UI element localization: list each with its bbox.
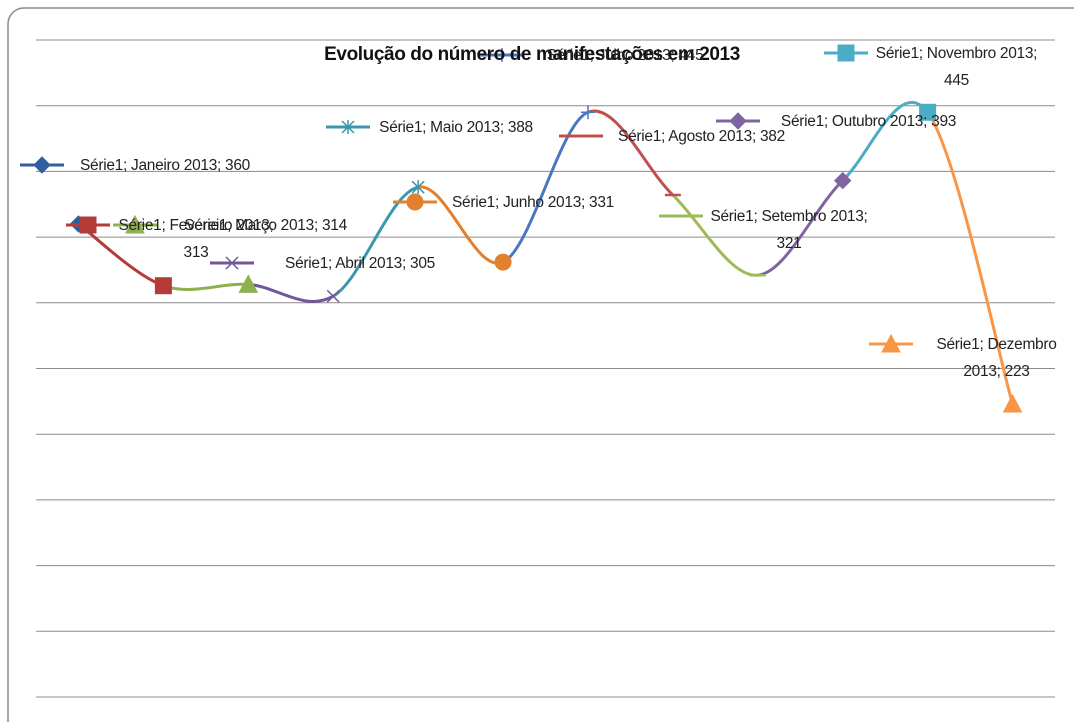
legend-key-marker (406, 193, 424, 211)
line-segment (162, 282, 249, 292)
data-label: Série1; Outubro 2013; 393 (780, 113, 957, 130)
line-segment (248, 282, 334, 303)
legend-key-marker (125, 214, 145, 234)
data-point (411, 180, 425, 195)
data-label: Série1; Dezembro 2013; 223 (936, 336, 1057, 380)
legend-key-marker (33, 156, 51, 174)
legend-key-marker (729, 112, 747, 130)
data-label: Série1; Abril 2013; 305 (285, 255, 435, 272)
data-label: Série1; Maio 2013; 388 (379, 119, 533, 136)
chart-title: Evolução do número de manifestações em 2… (324, 44, 740, 65)
data-point (154, 277, 172, 295)
data-label: Série1; Novembro 2013; 445 (875, 45, 1038, 89)
line-segment (587, 109, 674, 197)
data-label: Série1; Julho 2013; 445 (546, 47, 704, 64)
legend-key-marker (225, 256, 239, 270)
data-point (238, 274, 259, 293)
line-segment (502, 110, 589, 264)
data-label: Série1; Agosto 2013; 382 (618, 128, 785, 145)
data-label: Série1; Setembro 2013; 321 (710, 208, 868, 252)
line-segment (757, 179, 844, 277)
line-segment (671, 193, 758, 277)
line-segment (926, 111, 1014, 405)
legend-key-marker (79, 216, 97, 234)
data-point (1002, 393, 1023, 413)
line-segment (332, 185, 419, 298)
legend-key-marker (881, 333, 901, 353)
chart-frame (7, 7, 1074, 722)
data-point (919, 103, 937, 121)
data-point (494, 253, 512, 271)
data-label: Série1; Janeiro 2013; 360 (79, 157, 251, 174)
data-point (326, 289, 340, 303)
legend-key-marker (341, 120, 355, 134)
line-segment (417, 185, 504, 265)
data-point (580, 105, 595, 120)
legend-key-marker (495, 48, 509, 62)
data-label: Série1; Junho 2013; 331 (451, 194, 614, 211)
data-label: Série1; Fevereiro 2013; 313 (118, 217, 274, 261)
data-point (834, 171, 852, 190)
line-segment (841, 101, 929, 182)
legend-key-marker (837, 44, 855, 62)
data-label: Série1; Março 2013; 314 (184, 217, 347, 234)
